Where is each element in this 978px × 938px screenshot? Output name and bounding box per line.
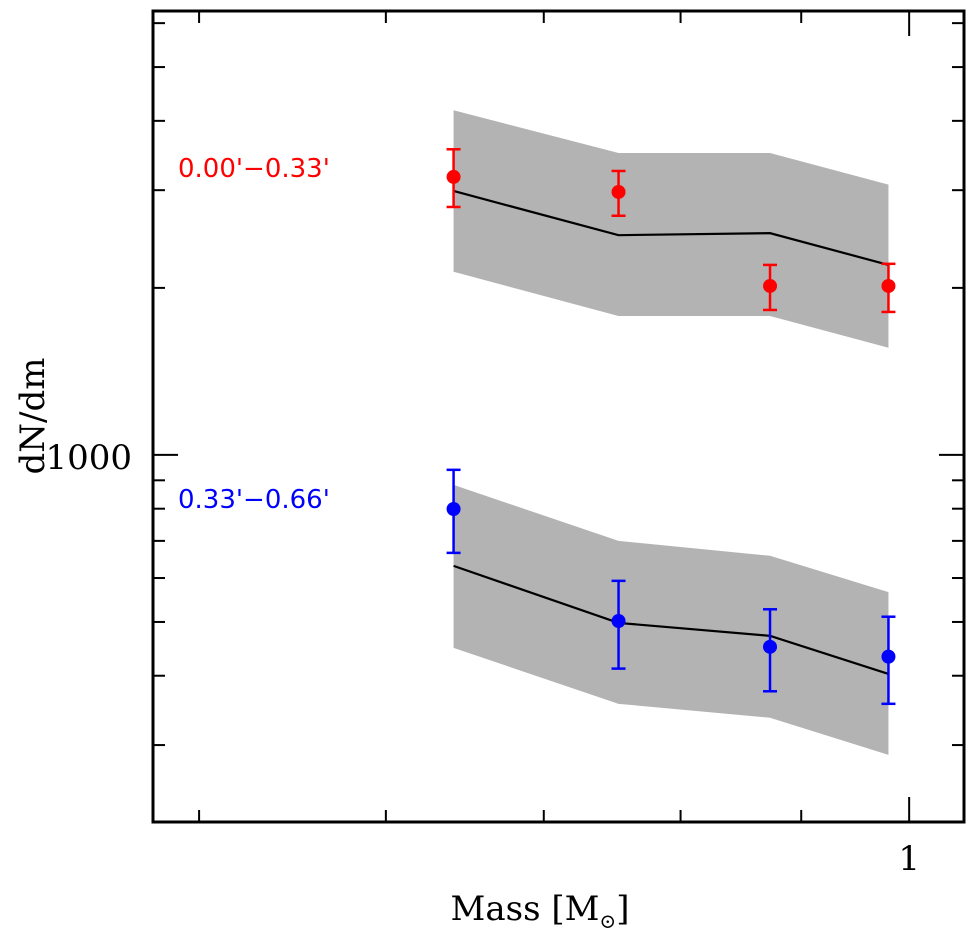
marker: [446, 169, 461, 184]
model-line-0: [453, 189, 889, 266]
data-point: [881, 262, 896, 314]
data-points: [446, 148, 896, 706]
model-lines: [453, 189, 889, 675]
marker: [611, 613, 626, 628]
data-point: [763, 263, 778, 312]
series-label-1: 0.33'−0.66': [178, 485, 330, 515]
marker: [763, 639, 778, 654]
y-axis-label: dN/dm: [13, 358, 53, 475]
model-band-1: [453, 484, 889, 755]
model-line-1: [453, 564, 889, 675]
marker: [446, 501, 461, 516]
series-label-0: 0.00'−0.33': [178, 154, 330, 184]
marker: [881, 278, 896, 293]
series-annotations: 0.00'−0.33' 0.33'−0.66': [178, 154, 330, 515]
data-point: [763, 608, 778, 693]
marker: [763, 278, 778, 293]
y-tick-label: 1000: [45, 438, 132, 478]
x-tick-label: 1: [898, 839, 920, 879]
data-point: [611, 169, 626, 217]
data-point: [446, 468, 461, 555]
model-band-0: [453, 110, 889, 348]
tick-labels: 1 1000: [45, 438, 920, 879]
data-point: [611, 579, 626, 670]
x-axis-label: Mass [M⊙]: [451, 889, 630, 933]
data-point: [881, 615, 896, 706]
plot-frame: [151, 9, 966, 824]
plot-border: [151, 9, 966, 824]
model-bands: [453, 110, 889, 755]
marker: [881, 649, 896, 664]
marker: [611, 184, 626, 199]
data-point: [446, 148, 461, 209]
axis-ticks: [153, 11, 964, 822]
